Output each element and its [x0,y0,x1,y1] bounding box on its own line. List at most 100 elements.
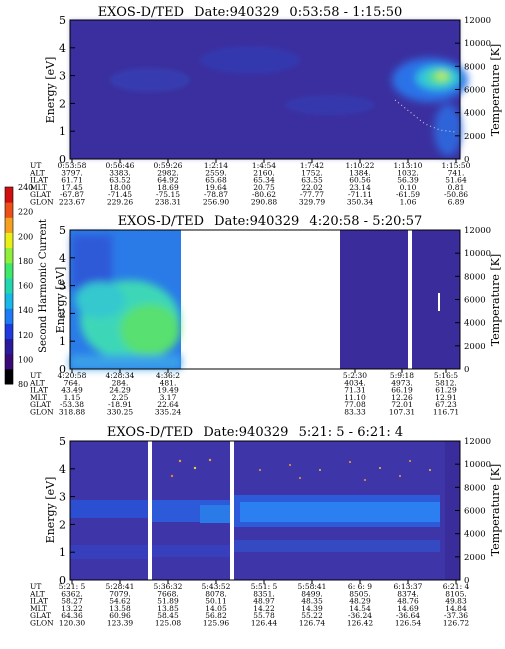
table-cell: 107.31 [389,408,415,417]
panel-3-ylabel: Energy [eV] [44,477,57,544]
ut-tick-label: 4:20:58 [58,371,87,380]
table-cell: 61.71 [61,176,82,185]
panel-3-ylabel-right: Temperature [K] [489,464,502,556]
ut-tick-label: 5:43:52 [202,582,231,591]
energy-tick-label: 1 [59,546,66,559]
colorbar-swatch [5,293,13,309]
temperature-tick-label: 10000 [464,39,491,49]
colorbar-tick-label: 200 [18,232,33,241]
colorbar-swatch [5,338,13,355]
ut-tick-label: 1:10:22 [346,161,375,170]
table-cell: -36.64 [396,611,420,620]
panel-1-temperature-trace [394,99,456,133]
table-cell: 64.92 [157,176,179,185]
table-cell: 126.74 [299,619,325,628]
temperature-tick-label: 4000 [464,109,486,119]
panel-3-speckles [170,458,431,481]
ut-tick-label: 1:7:42 [300,161,324,170]
table-cell: 54.62 [109,597,131,606]
table-cell: -18.91 [108,400,132,409]
table-cell: 60.96 [109,611,131,620]
table-cell: 13.85 [157,604,179,613]
table-cell: 14.54 [349,604,371,613]
table-cell: 18.00 [109,183,131,192]
svg-text:EXOS-D/TED Date:940329: EXOS-D/TED Date:940329 4:20:58 - 5:20:57 [118,214,423,229]
temperature-tick-label: 4000 [464,530,486,540]
table-cell: 4973. [391,378,412,387]
ut-tick-label: 5:16:5 [434,371,458,380]
table-cell: 1032. [397,168,418,177]
energy-tick-label: 2 [59,307,66,320]
panel-2-plot-area [69,229,461,370]
energy-tick-label: 0 [59,363,66,376]
panel-1-plot-area [69,19,468,160]
ut-tick-label: 6:13:37 [394,582,423,591]
colorbar-tick-label: 160 [18,282,33,291]
colorbar-swatch [5,368,13,385]
colorbar-swatch [5,187,13,203]
panel-3-segment-3 [234,441,460,580]
table-cell: 14.84 [445,604,467,613]
table-cell: 66.19 [391,386,413,395]
table-row-label: UT [30,161,41,170]
panel-2-ylabel-right: Temperature [K] [489,254,502,346]
energy-tick-label: 4 [59,463,66,476]
temperature-tick-label: 10000 [464,460,491,470]
table-row-label: MLT [30,393,47,402]
panel-3-date: Date:940329 [203,425,288,440]
table-cell: 67.23 [435,400,457,409]
table-cell: 64.36 [61,611,83,620]
table-cell: 238.31 [155,198,181,207]
table-cell: 13.22 [61,604,83,613]
table-cell: 50.11 [205,597,226,606]
table-cell: 0.81 [448,183,465,192]
table-cell: 126.72 [443,619,469,628]
table-cell: 11.10 [344,393,366,402]
colorbar-tick-label: 240 [18,183,33,192]
temperature-tick-label: 4000 [464,319,486,329]
table-cell: 55.78 [253,611,275,620]
panel-1-ylabel-right: Temperature [K] [489,44,502,136]
table-cell: 229.26 [107,198,133,207]
colorbar-swatch [5,232,13,249]
colorbar-frame [4,186,14,385]
table-cell: 17.45 [61,183,83,192]
table-cell: 19.49 [157,386,179,395]
table-cell: -67.87 [60,190,84,199]
panel-1-time-range: 0:53:58 - 1:15:50 [289,5,402,20]
ut-tick-label: 4:36:2 [156,371,180,380]
table-cell: 48.29 [349,597,371,606]
table-cell: -61.59 [396,190,420,199]
table-row-label: GLON [30,408,54,417]
table-cell: 125.96 [203,619,229,628]
table-row-label: ILAT [30,386,48,395]
energy-tick-label: 4 [59,252,66,265]
table-cell: 77.08 [344,400,366,409]
table-cell: 1384. [349,168,370,177]
colorbar-tick-label: 100 [18,355,33,364]
energy-tick-label: 5 [59,14,66,27]
table-cell: -36.24 [348,611,372,620]
table-cell: 14.22 [253,604,275,613]
table-row-label: ALT [29,589,45,598]
colorbar-tick-label: 140 [18,306,33,315]
table-cell: 8499. [301,589,322,598]
panel-1-title: EXOS-D/TED [98,5,184,20]
colorbar-tick-label: 80 [18,380,28,389]
energy-tick-label: 5 [59,224,66,237]
table-cell: 8105. [445,589,466,598]
colorbar-swatch [5,247,13,264]
table-cell: 8505. [349,589,370,598]
panel-3-plot-area [69,440,461,581]
table-cell: -53.38 [60,400,84,409]
table-cell: 3.17 [160,393,177,402]
panel-3-left-axis: 0 1 2 3 4 5 [59,435,75,587]
panel-2: EXOS-D/TED Date:940329 4:20:58 - 5:20:57 [29,214,502,417]
table-cell: 20.75 [253,183,275,192]
table-cell: 6.89 [448,198,465,207]
table-cell: 12.26 [391,393,413,402]
table-cell: 71.31 [344,386,365,395]
